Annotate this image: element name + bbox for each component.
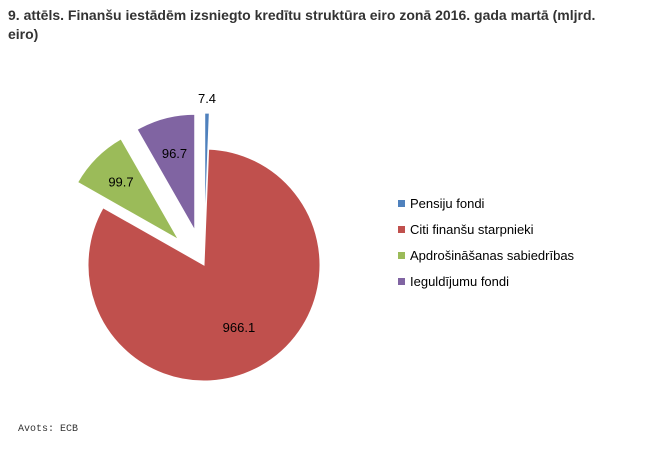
data-label-3: 99.7 [108,174,133,189]
source-note: Avots: ECB [18,424,79,435]
legend-swatch [398,251,405,259]
legend-label: Ieguldījumu fondi [410,273,510,289]
legend-item-apdrosinasanas-sabiedribas: Apdrošināšanas sabiedrības [398,242,574,268]
legend-swatch [398,225,405,233]
legend-item-pensiju-fondi: Pensiju fondi [398,190,574,216]
data-label-1: 7.4 [198,91,216,106]
chart-title: 9. attēls. Finanšu iestādēm izsniegto kr… [8,7,596,42]
legend: Pensiju fondi Citi finanšu starpnieki Ap… [398,190,574,294]
pie-slice-4 [136,113,196,233]
data-label-4: 96.7 [162,146,187,161]
legend-item-ieguldijumu-fondi: Ieguldījumu fondi [398,268,574,294]
legend-swatch [398,199,405,207]
legend-label: Citi finanšu starpnieki [410,221,534,237]
pie-slice-1 [204,112,210,230]
legend-label: Apdrošināšanas sabiedrības [410,247,575,263]
legend-label: Pensiju fondi [410,195,485,211]
legend-item-citi-finansu-starpnieki: Citi finanšu starpnieki [398,216,574,242]
pie-slice-3 [76,138,180,241]
pie-slice-2 [87,148,321,382]
data-label-2: 966.1 [223,320,256,335]
legend-swatch [398,277,405,285]
